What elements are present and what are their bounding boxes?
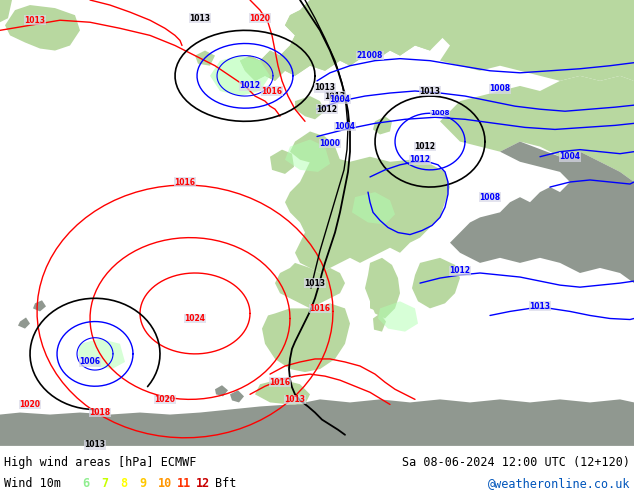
Text: 1013: 1013 [84, 441, 105, 449]
Text: 11: 11 [177, 477, 191, 490]
Polygon shape [440, 0, 634, 182]
Text: Bft: Bft [215, 477, 236, 490]
Polygon shape [215, 385, 228, 396]
Polygon shape [412, 258, 460, 308]
Text: 1012: 1012 [415, 142, 436, 151]
Polygon shape [290, 131, 340, 167]
Text: 10: 10 [158, 477, 172, 490]
Text: 1008: 1008 [479, 193, 501, 202]
Text: 1016: 1016 [269, 378, 290, 387]
Text: 1013: 1013 [420, 87, 441, 96]
Text: 8: 8 [120, 477, 127, 490]
Text: 1008: 1008 [430, 110, 450, 116]
Polygon shape [365, 258, 400, 318]
Text: 1024: 1024 [184, 314, 205, 323]
Polygon shape [270, 149, 294, 174]
Polygon shape [352, 192, 395, 224]
Polygon shape [378, 301, 418, 332]
Text: 1018: 1018 [89, 408, 110, 417]
Polygon shape [78, 339, 125, 369]
Text: 1000: 1000 [320, 139, 340, 148]
Text: 1013: 1013 [304, 279, 325, 288]
Polygon shape [33, 300, 46, 312]
Polygon shape [210, 55, 270, 96]
Polygon shape [240, 0, 634, 81]
Text: Wind 10m: Wind 10m [4, 477, 61, 490]
Text: 1004: 1004 [330, 95, 351, 103]
Text: 1013: 1013 [325, 92, 346, 100]
Text: 1013: 1013 [529, 302, 550, 311]
Text: 21008: 21008 [357, 51, 383, 60]
Polygon shape [18, 318, 30, 329]
Text: 1016: 1016 [174, 177, 195, 187]
Polygon shape [285, 140, 330, 172]
Text: @weatheronline.co.uk: @weatheronline.co.uk [488, 477, 630, 490]
Text: 1004: 1004 [335, 122, 356, 131]
Text: Sa 08-06-2024 12:00 UTC (12+120): Sa 08-06-2024 12:00 UTC (12+120) [402, 456, 630, 469]
Text: 1013: 1013 [25, 16, 46, 24]
Polygon shape [373, 314, 386, 332]
Text: 1020: 1020 [20, 400, 41, 409]
Text: 1012: 1012 [450, 267, 470, 275]
Polygon shape [195, 50, 215, 66]
Polygon shape [0, 0, 12, 22]
Text: 1020: 1020 [250, 14, 271, 23]
Text: 1012: 1012 [410, 155, 430, 164]
Text: 1012: 1012 [316, 105, 337, 114]
Polygon shape [255, 379, 310, 404]
Text: 1013: 1013 [285, 395, 306, 404]
Text: 1006: 1006 [79, 358, 101, 367]
Polygon shape [240, 0, 450, 81]
Text: 12: 12 [196, 477, 210, 490]
Polygon shape [0, 399, 634, 446]
Polygon shape [262, 303, 350, 372]
Polygon shape [373, 116, 392, 134]
Polygon shape [450, 142, 634, 283]
Text: High wind areas [hPa] ECMWF: High wind areas [hPa] ECMWF [4, 456, 197, 469]
Text: 6: 6 [82, 477, 89, 490]
Text: 1004: 1004 [559, 152, 581, 161]
Text: 1012: 1012 [240, 81, 261, 91]
Text: 1016: 1016 [309, 304, 330, 313]
Text: 1013: 1013 [314, 83, 335, 93]
Text: 1016: 1016 [261, 87, 283, 96]
Text: 9: 9 [139, 477, 146, 490]
Polygon shape [370, 293, 383, 312]
Text: 1013: 1013 [190, 14, 210, 23]
Polygon shape [230, 391, 244, 402]
Text: 7: 7 [101, 477, 108, 490]
Polygon shape [285, 157, 450, 273]
Polygon shape [295, 96, 325, 119]
Text: 1020: 1020 [155, 395, 176, 404]
Polygon shape [5, 5, 80, 50]
Polygon shape [275, 263, 345, 308]
Text: 1008: 1008 [489, 84, 510, 94]
